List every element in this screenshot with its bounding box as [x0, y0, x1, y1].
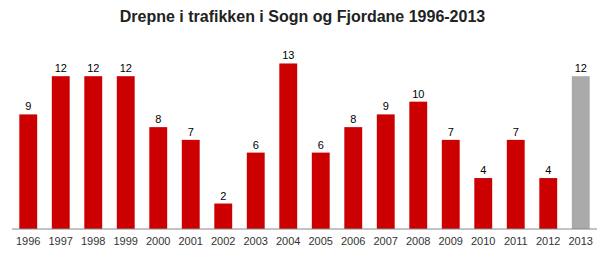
bar	[149, 127, 167, 229]
data-label: 12	[575, 62, 587, 74]
bar	[117, 76, 135, 229]
x-tick-label: 2008	[406, 235, 430, 247]
bar	[344, 127, 362, 229]
bar	[442, 140, 460, 229]
data-label: 12	[120, 62, 132, 74]
data-label: 6	[318, 139, 324, 151]
x-tick-label: 2012	[536, 235, 560, 247]
bar	[182, 140, 200, 229]
data-label: 2	[220, 190, 226, 202]
x-tick-label: 2007	[374, 235, 398, 247]
data-label: 10	[412, 88, 424, 100]
x-tick-label: 2004	[276, 235, 300, 247]
x-tick-label: 2005	[309, 235, 333, 247]
bar	[19, 114, 37, 229]
data-label: 13	[282, 49, 294, 61]
x-tick-label: 1998	[81, 235, 105, 247]
x-tick-label: 2011	[504, 235, 528, 247]
bar	[507, 140, 525, 229]
data-label: 7	[513, 126, 519, 138]
x-tick-label: 2001	[179, 235, 203, 247]
bar	[572, 76, 590, 229]
data-label: 12	[55, 62, 67, 74]
data-label: 4	[545, 164, 551, 176]
bar	[312, 153, 330, 229]
x-tick-label: 2009	[439, 235, 463, 247]
bar	[279, 63, 297, 229]
title: Drepne i trafikken i Sogn og Fjordane 19…	[120, 8, 486, 25]
x-tick-label: 2003	[244, 235, 268, 247]
bar	[84, 76, 102, 229]
data-label: 7	[448, 126, 454, 138]
x-tick-label: 2002	[211, 235, 235, 247]
data-label: 4	[480, 164, 486, 176]
bar	[214, 204, 232, 229]
data-label: 9	[383, 100, 389, 112]
data-label: 8	[155, 113, 161, 125]
data-label: 7	[188, 126, 194, 138]
x-tick-label: 1997	[49, 235, 73, 247]
x-tick-label: 2000	[146, 235, 170, 247]
chart: Drepne i trafikken i Sogn og Fjordane 19…	[0, 0, 605, 263]
data-label: 6	[253, 139, 259, 151]
x-tick-label: 1999	[114, 235, 138, 247]
x-tick-label: 2010	[471, 235, 495, 247]
data-label: 8	[350, 113, 356, 125]
bar	[474, 178, 492, 229]
bar	[52, 76, 70, 229]
bar	[409, 102, 427, 229]
x-axis	[12, 229, 597, 230]
data-label: 9	[25, 100, 31, 112]
bar	[247, 153, 265, 229]
bar	[377, 114, 395, 229]
bars	[19, 63, 589, 229]
x-tick-label: 1996	[16, 235, 40, 247]
bar	[539, 178, 557, 229]
x-tick-label: 2013	[569, 235, 593, 247]
data-label: 12	[87, 62, 99, 74]
x-tick-label: 2006	[341, 235, 365, 247]
